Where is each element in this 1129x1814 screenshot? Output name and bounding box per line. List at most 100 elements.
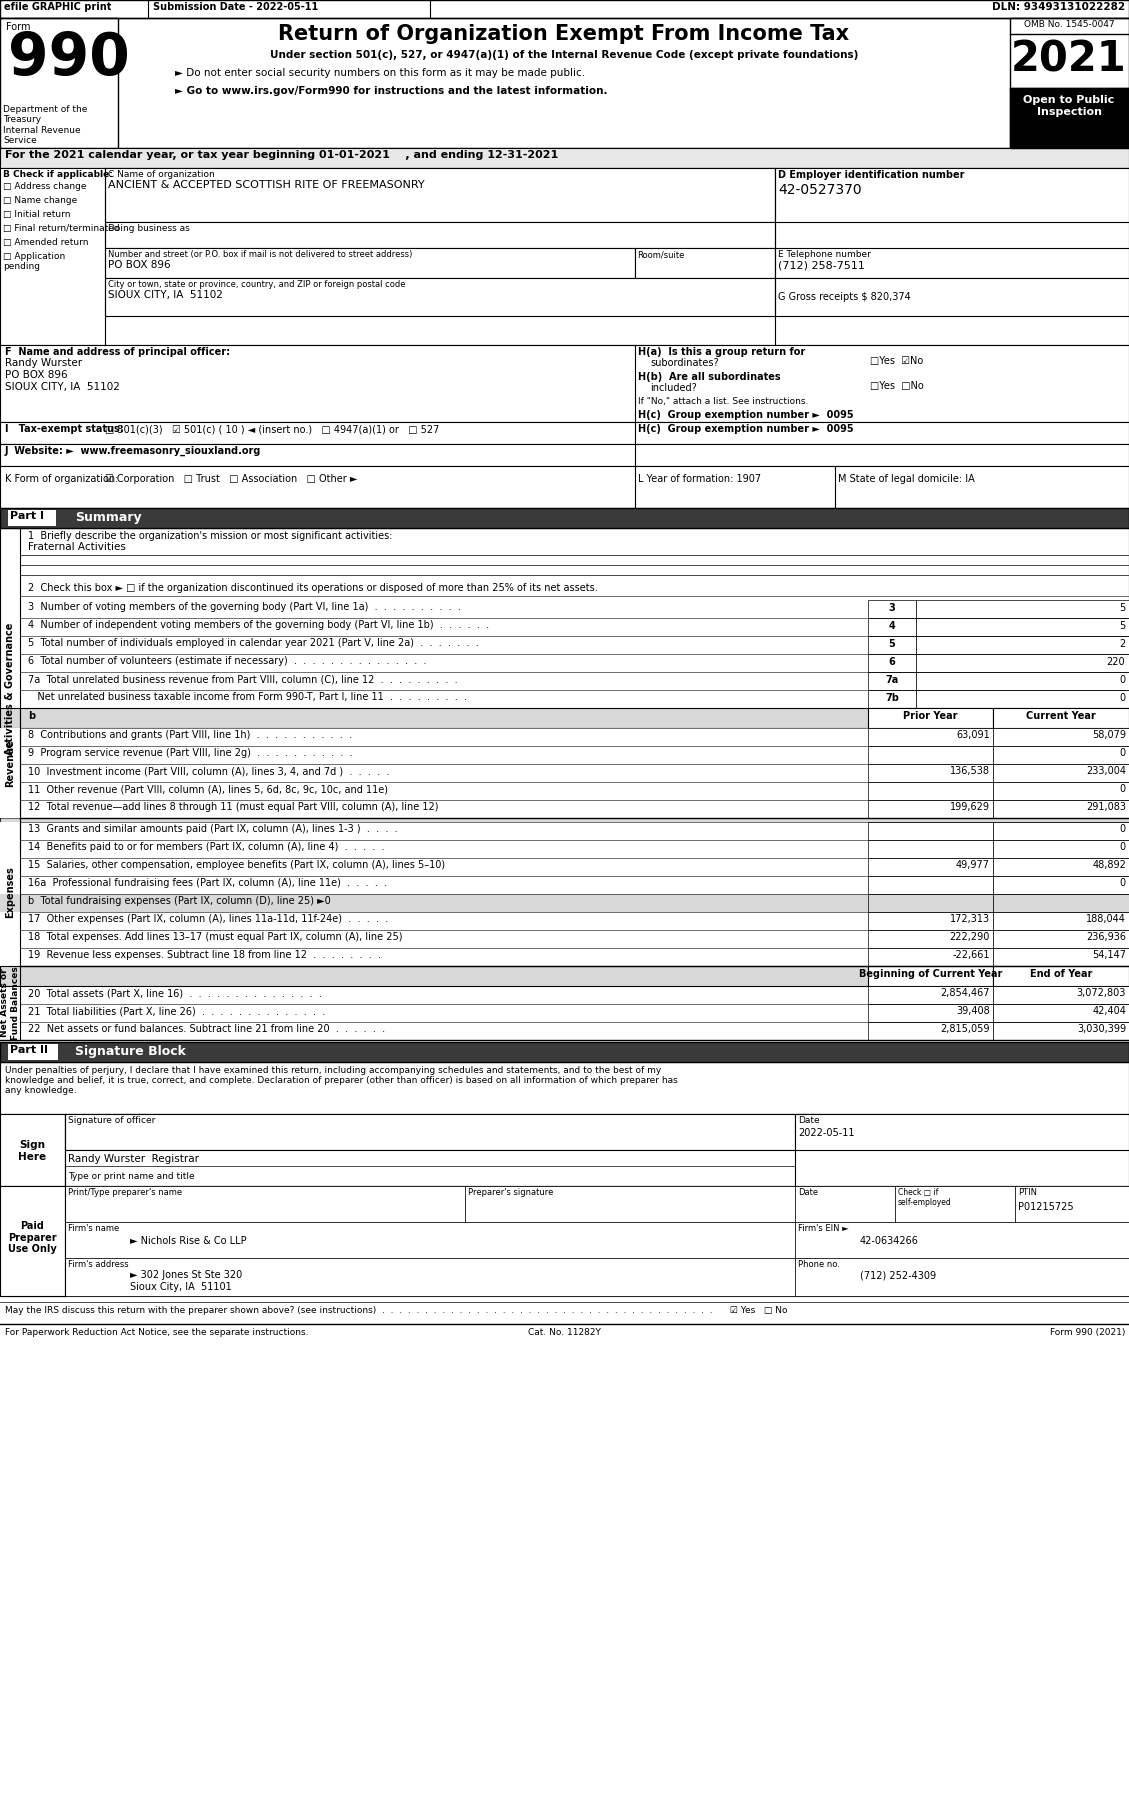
Bar xyxy=(795,1114,1129,1150)
Text: K Form of organization:: K Form of organization: xyxy=(5,473,119,484)
Bar xyxy=(0,508,1129,528)
Bar xyxy=(994,727,1129,746)
Text: □ Address change: □ Address change xyxy=(3,181,87,190)
Text: ► 302 Jones St Ste 320: ► 302 Jones St Ste 320 xyxy=(130,1270,243,1281)
Bar xyxy=(994,1021,1129,1039)
Text: DLN: 93493131022282: DLN: 93493131022282 xyxy=(992,2,1124,13)
Bar xyxy=(868,782,994,800)
Text: Open to Public
Inspection: Open to Public Inspection xyxy=(1023,94,1114,116)
Text: 222,290: 222,290 xyxy=(949,932,990,941)
Text: 39,408: 39,408 xyxy=(956,1007,990,1016)
Bar xyxy=(0,967,1129,987)
Text: SIOUX CITY, IA  51102: SIOUX CITY, IA 51102 xyxy=(108,290,222,299)
Text: PTIN: PTIN xyxy=(1018,1188,1038,1197)
Bar xyxy=(994,800,1129,818)
Text: Signature of officer: Signature of officer xyxy=(68,1116,156,1125)
Bar xyxy=(0,345,1129,423)
Bar xyxy=(1010,89,1129,149)
Text: Beginning of Current Year: Beginning of Current Year xyxy=(859,969,1003,980)
Text: Type or print name and title: Type or print name and title xyxy=(68,1172,194,1181)
Bar xyxy=(868,858,994,876)
Bar xyxy=(868,967,994,987)
Bar xyxy=(105,221,774,249)
Text: 5: 5 xyxy=(1119,620,1124,631)
Text: Firm's address: Firm's address xyxy=(68,1261,129,1270)
Text: For the 2021 calendar year, or tax year beginning 01-01-2021    , and ending 12-: For the 2021 calendar year, or tax year … xyxy=(5,151,558,160)
Bar xyxy=(0,0,1129,18)
Text: 7a: 7a xyxy=(885,675,899,686)
Text: 0: 0 xyxy=(1120,842,1126,853)
Bar xyxy=(994,949,1129,967)
Text: □Yes  ☑No: □Yes ☑No xyxy=(870,356,924,366)
Text: 18  Total expenses. Add lines 13–17 (must equal Part IX, column (A), line 25): 18 Total expenses. Add lines 13–17 (must… xyxy=(28,932,403,941)
Text: 236,936: 236,936 xyxy=(1086,932,1126,941)
Bar xyxy=(994,876,1129,894)
Text: 5  Total number of individuals employed in calendar year 2021 (Part V, line 2a) : 5 Total number of individuals employed i… xyxy=(28,639,479,648)
Text: 188,044: 188,044 xyxy=(1086,914,1126,923)
Bar xyxy=(868,619,916,637)
Bar xyxy=(868,800,994,818)
Text: Signature Block: Signature Block xyxy=(75,1045,186,1058)
Text: Form: Form xyxy=(6,22,30,33)
Text: 12  Total revenue—add lines 8 through 11 (must equal Part VIII, column (A), line: 12 Total revenue—add lines 8 through 11 … xyxy=(28,802,438,813)
Text: □Yes  □No: □Yes □No xyxy=(870,381,924,392)
Text: 4  Number of independent voting members of the governing body (Part VI, line 1b): 4 Number of independent voting members o… xyxy=(28,620,489,629)
Bar xyxy=(994,858,1129,876)
Bar xyxy=(0,782,1129,800)
Text: P01215725: P01215725 xyxy=(1018,1203,1074,1212)
Bar xyxy=(0,931,1129,949)
Text: 233,004: 233,004 xyxy=(1086,766,1126,776)
Text: Under section 501(c), 527, or 4947(a)(1) of the Internal Revenue Code (except pr: Under section 501(c), 527, or 4947(a)(1)… xyxy=(270,51,858,60)
Bar xyxy=(868,894,994,912)
Text: E Telephone number: E Telephone number xyxy=(778,250,870,259)
Bar xyxy=(994,894,1129,912)
Text: Return of Organization Exempt From Income Tax: Return of Organization Exempt From Incom… xyxy=(279,24,849,44)
Bar xyxy=(994,822,1129,840)
Bar xyxy=(0,169,1129,345)
Bar xyxy=(0,1114,65,1186)
Text: 14  Benefits paid to or for members (Part IX, column (A), line 4)  .  .  .  .  .: 14 Benefits paid to or for members (Part… xyxy=(28,842,385,853)
Text: Part I: Part I xyxy=(10,512,44,521)
Bar xyxy=(868,840,994,858)
Bar xyxy=(868,746,994,764)
Bar xyxy=(916,655,1129,671)
Bar xyxy=(0,1061,1129,1114)
Text: H(c)  Group exemption number ►  0095: H(c) Group exemption number ► 0095 xyxy=(638,424,854,434)
Text: (712) 252-4309: (712) 252-4309 xyxy=(860,1270,936,1281)
Text: 2021: 2021 xyxy=(1012,38,1127,80)
Text: End of Year: End of Year xyxy=(1030,969,1092,980)
Bar xyxy=(0,840,1129,858)
Bar xyxy=(0,858,1129,876)
Bar xyxy=(994,1003,1129,1021)
Text: 990: 990 xyxy=(8,31,130,87)
Text: Under penalties of perjury, I declare that I have examined this return, includin: Under penalties of perjury, I declare th… xyxy=(5,1067,662,1076)
Bar xyxy=(1015,1186,1129,1223)
Text: □ Name change: □ Name change xyxy=(3,196,77,205)
Text: ► Nichols Rise & Co LLP: ► Nichols Rise & Co LLP xyxy=(130,1235,246,1246)
Text: 5: 5 xyxy=(889,639,895,649)
Text: 2  Check this box ► □ if the organization discontinued its operations or dispose: 2 Check this box ► □ if the organization… xyxy=(28,582,597,593)
Text: Date: Date xyxy=(798,1188,819,1197)
Bar xyxy=(916,689,1129,707)
Text: 291,083: 291,083 xyxy=(1086,802,1126,813)
Text: □ Application
pending: □ Application pending xyxy=(3,252,65,272)
Bar xyxy=(0,444,1129,466)
Text: If "No," attach a list. See instructions.: If "No," attach a list. See instructions… xyxy=(638,397,808,406)
Text: 2: 2 xyxy=(1119,639,1124,649)
Bar xyxy=(916,619,1129,637)
Bar xyxy=(0,18,119,149)
Bar xyxy=(65,1186,465,1223)
Bar xyxy=(868,764,994,782)
Bar xyxy=(0,18,1129,149)
Text: 20  Total assets (Part X, line 16)  .  .  .  .  .  .  .  .  .  .  .  .  .  .  .: 20 Total assets (Part X, line 16) . . . … xyxy=(28,989,322,998)
Text: 10  Investment income (Part VIII, column (A), lines 3, 4, and 7d )  .  .  .  .  : 10 Investment income (Part VIII, column … xyxy=(28,766,390,776)
Bar xyxy=(0,423,1129,444)
Bar xyxy=(795,1186,895,1223)
Bar xyxy=(634,249,774,278)
Text: ► Do not enter social security numbers on this form as it may be made public.: ► Do not enter social security numbers o… xyxy=(175,67,585,78)
Bar xyxy=(994,967,1129,987)
Text: Phone no.: Phone no. xyxy=(798,1261,840,1270)
Text: 3,030,399: 3,030,399 xyxy=(1077,1023,1126,1034)
Bar xyxy=(868,600,916,619)
Text: Room/suite: Room/suite xyxy=(637,250,684,259)
